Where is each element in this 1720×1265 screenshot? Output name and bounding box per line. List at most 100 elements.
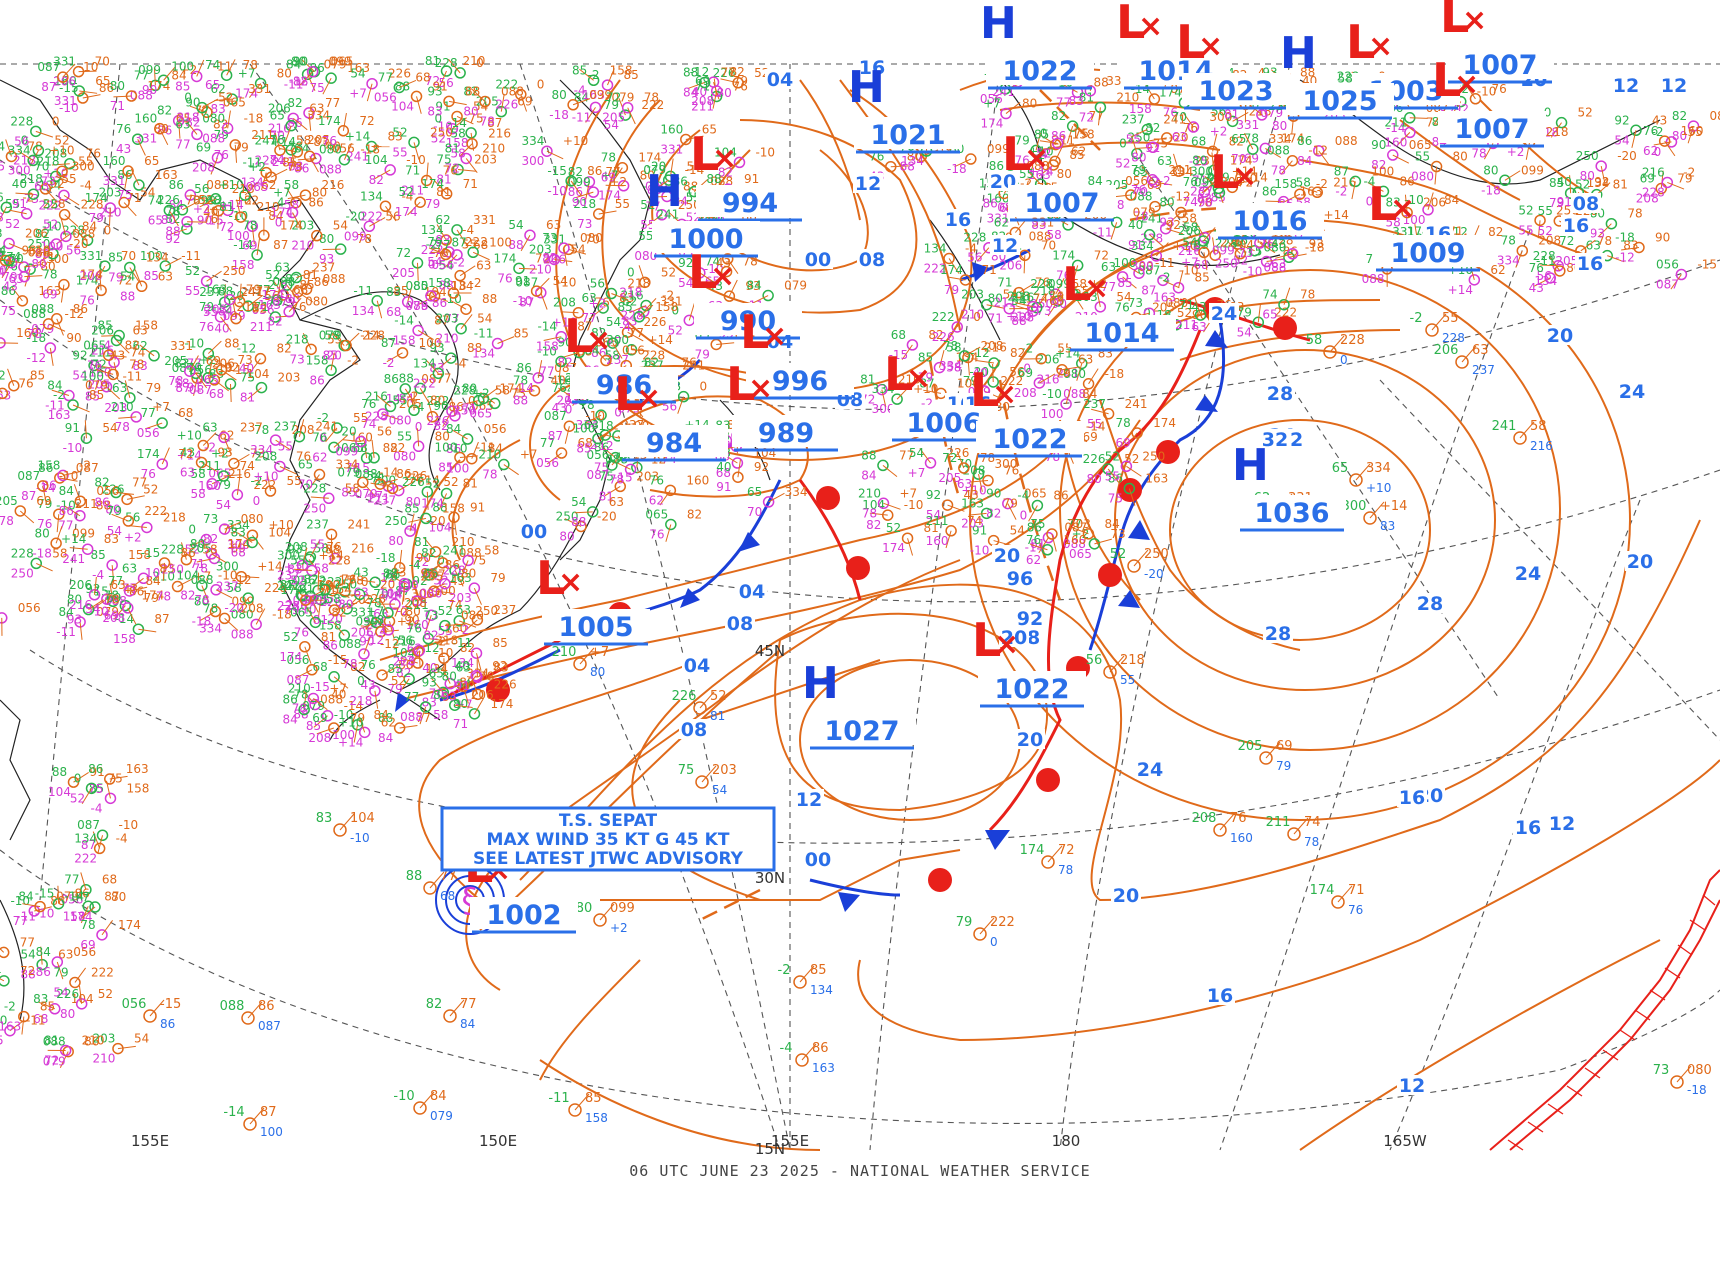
station-temp: 080 (202, 111, 225, 125)
station-pressure: 206 (1423, 196, 1446, 210)
station-dewpoint: 82 (180, 589, 195, 603)
station-dewpoint: 73 (40, 174, 55, 188)
station-temp: 205 (164, 354, 187, 368)
station-pressure: 80 (154, 122, 169, 136)
low-center-x-icon: × (748, 371, 773, 406)
station-pressure: 75 (108, 771, 123, 785)
station-dewpoint: 55 (278, 440, 293, 454)
station-dewpoint: 85 (175, 79, 190, 93)
station-temp: 69 (1018, 366, 1033, 380)
station-pressure: 63 (609, 495, 624, 509)
station-pressure: 90 (1655, 230, 1670, 244)
station-temp: -18 (376, 551, 396, 565)
station-pressure: 79 (490, 571, 505, 585)
station-temp: 0 (74, 771, 82, 785)
station-tendency: 158 (585, 1111, 608, 1125)
isobar-label: 20 (1547, 325, 1573, 347)
station-dewpoint: 55 (1105, 469, 1120, 483)
station-temp: 228 (435, 56, 458, 70)
station-dewpoint: 86 (59, 504, 74, 518)
tropical-storm-advisory-box: T.S. SEPAT MAX WIND 35 KT G 45 KT SEE LA… (442, 808, 774, 870)
station-pressure: 70 (121, 249, 136, 263)
station-temp: 73 (1653, 1063, 1670, 1078)
pressure-value: 989 (758, 418, 814, 449)
station-pressure: 62 (219, 429, 234, 443)
station-dewpoint: 63 (180, 465, 195, 479)
station-dewpoint: 088 (319, 163, 342, 177)
station-pressure: 82 (125, 338, 140, 352)
station-dewpoint: 54 (216, 498, 231, 512)
station-pressure: 241 (1125, 397, 1148, 411)
station-temp: 222 (495, 77, 518, 91)
station-dewpoint: +2 (1210, 124, 1228, 138)
station-temp: 216 (0, 190, 4, 204)
station-pressure: 216 (351, 541, 374, 555)
station-pressure: 86 (258, 999, 275, 1014)
station-pressure: -10 (119, 818, 139, 832)
station-dewpoint: 0 (1020, 508, 1028, 522)
station-dewpoint: 85 (0, 1034, 4, 1048)
station-dewpoint: -10 (970, 544, 990, 558)
station-pressure: 80 (111, 890, 126, 904)
station-pressure: 88 (465, 84, 480, 98)
station-dewpoint: -2 (453, 255, 465, 269)
station-dewpoint: +2 (397, 654, 415, 668)
station-dewpoint: 65 (1262, 308, 1277, 322)
station-dewpoint: 85 (1117, 276, 1132, 290)
station-dewpoint: 78 (115, 420, 130, 434)
station-temp: 228 (10, 114, 33, 128)
station-pressure: 334 (785, 485, 808, 499)
station-dewpoint: 76 (1131, 183, 1146, 197)
station-dewpoint: 86 (36, 965, 51, 979)
station-pressure: 78 (129, 357, 144, 371)
station-temp: 226 (672, 689, 697, 704)
station-pressure: 87 (273, 238, 288, 252)
station-temp: -2 (0, 369, 6, 383)
station-tendency: 228 (1442, 331, 1465, 345)
station-temp: 088 (191, 573, 214, 587)
station-dewpoint: 78 (862, 506, 877, 520)
station-pressure: 056 (484, 422, 507, 436)
station-temp: 78 (601, 151, 616, 165)
low-center-x-icon: × (906, 361, 931, 396)
station-temp: 83 (231, 525, 246, 539)
station-pressure: 81 (1613, 178, 1628, 192)
station-temp: 222 (932, 310, 955, 324)
station-pressure: -14 (1086, 420, 1106, 434)
station-dewpoint: 62 (649, 493, 664, 507)
station-temp: 93 (427, 84, 442, 98)
station-pressure: -4 (454, 356, 466, 370)
station-pressure: -20 (597, 509, 617, 523)
station-temp: 58 (450, 127, 465, 141)
station-pressure: 54 (134, 1032, 149, 1046)
station-temp: 163 (961, 496, 984, 510)
station-pressure: -2 (347, 353, 359, 367)
station-pressure: -10 (79, 60, 99, 74)
station-temp: 43 (354, 565, 369, 579)
station-temp: 237 (306, 517, 329, 531)
station-pressure: 54 (1116, 290, 1131, 304)
station-pressure: 80 (461, 567, 476, 581)
station-temp: 80 (110, 79, 125, 93)
station-dewpoint: -2 (383, 356, 395, 370)
isobar-label: 16 (1399, 787, 1425, 809)
station-dewpoint: 74 (1183, 195, 1198, 209)
station-pressure: -12 (65, 307, 85, 321)
station-temp: 216 (365, 389, 388, 403)
isobar-label: 00 (805, 849, 831, 871)
station-temp: -2 (1410, 311, 1423, 326)
station-temp: 88 (399, 371, 414, 385)
low-pressure-center: L×1023 (1176, 15, 1290, 108)
station-pressure: 250 (223, 264, 246, 278)
station-dewpoint: 088 (202, 131, 225, 145)
station-temp: 83 (0, 226, 3, 240)
low-center-x-icon: × (586, 323, 611, 358)
station-temp: 210 (111, 400, 134, 414)
station-dewpoint: 056 (137, 426, 160, 440)
station-temp: 056 (122, 997, 147, 1012)
station-temp: 56 (590, 277, 605, 291)
station-pressure: 174 (118, 918, 141, 932)
